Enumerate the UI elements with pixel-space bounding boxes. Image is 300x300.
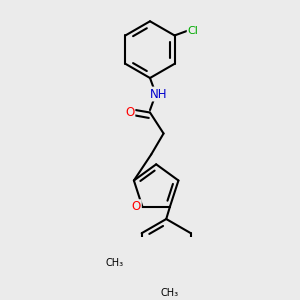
Text: CH₃: CH₃ bbox=[161, 288, 179, 298]
Text: Cl: Cl bbox=[188, 26, 199, 35]
Text: O: O bbox=[125, 106, 134, 119]
Text: CH₃: CH₃ bbox=[106, 258, 124, 268]
Text: O: O bbox=[132, 200, 141, 213]
Text: NH: NH bbox=[150, 88, 167, 100]
